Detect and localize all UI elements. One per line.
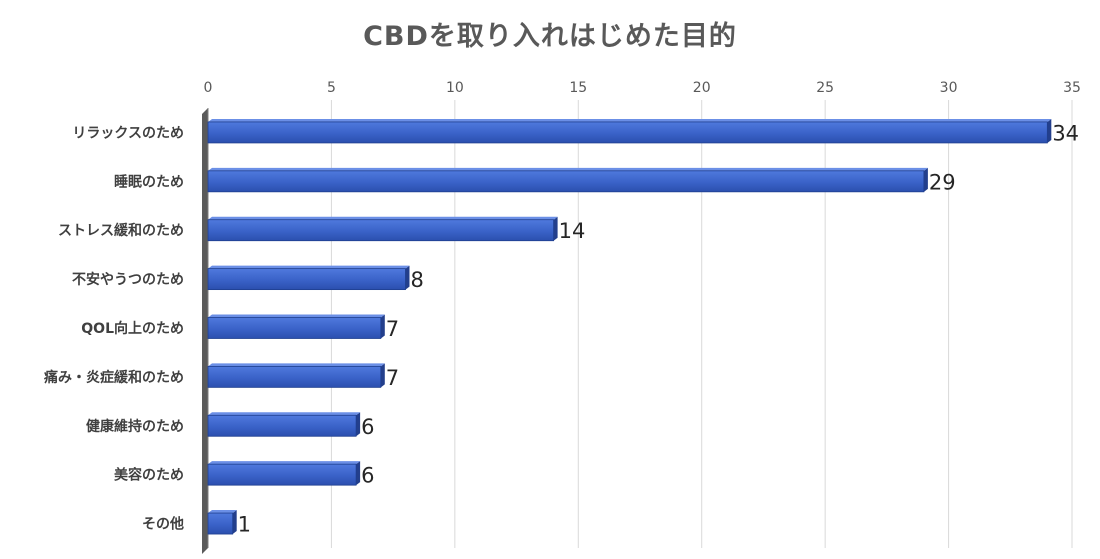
bar-side: [553, 216, 558, 241]
bar: [207, 170, 925, 193]
x-tick-label: 25: [816, 80, 834, 96]
bar-top: [208, 461, 361, 465]
data-label: 8: [410, 268, 423, 292]
bar-group: [207, 461, 361, 486]
data-label: 14: [559, 219, 586, 243]
gridlines: [330, 100, 1073, 548]
data-label: 7: [386, 317, 399, 341]
bar-top: [208, 167, 928, 171]
bar-side: [232, 510, 237, 535]
data-label: 1: [238, 513, 251, 537]
bar-top: [208, 265, 410, 269]
bar-top: [208, 216, 558, 220]
data-label: 34: [1052, 121, 1079, 145]
bar: [207, 365, 382, 388]
bar-side: [356, 461, 361, 486]
bar-side: [380, 314, 385, 339]
data-label: 29: [929, 170, 956, 194]
bar-top: [208, 118, 1052, 122]
bar-group: [207, 412, 361, 437]
category-label: ストレス緩和のため: [58, 222, 184, 239]
bar-group: [207, 216, 558, 242]
data-label: 6: [361, 464, 374, 488]
bar: [207, 268, 406, 291]
category-label: 美容のため: [114, 467, 184, 484]
data-label: 6: [361, 415, 374, 439]
bar-side: [405, 265, 410, 290]
bar-group: [207, 265, 410, 291]
bar: [207, 317, 382, 339]
bar-top: [208, 314, 385, 318]
category-label: リラックスのため: [72, 125, 184, 141]
bar: [207, 463, 357, 486]
bar: [207, 121, 1048, 144]
labels: リラックスのため 34 睡眠のため 29 ストレス緩和のため 14 不安やうつのため 8 QOL…: [43, 121, 1079, 536]
bar-side: [1047, 118, 1052, 143]
x-tick-label: 10: [446, 80, 464, 96]
bar-group: [207, 118, 1052, 144]
bar-top: [208, 363, 385, 367]
category-label: 不安やうつのため: [72, 271, 184, 288]
bar-group: [207, 510, 237, 535]
bar-top: [208, 412, 361, 416]
x-tick-label: 0: [204, 80, 213, 96]
x-tick-label: 15: [569, 80, 587, 96]
x-tick-label: 35: [1063, 80, 1081, 96]
chart-title: CBDを取り入れはじめた目的: [363, 21, 737, 52]
bar-side: [380, 363, 385, 388]
bars: [207, 118, 1052, 535]
bar-side: [356, 412, 361, 437]
bar: [207, 219, 555, 242]
category-label: 痛み・炎症緩和のため: [43, 369, 184, 386]
bar-group: [207, 314, 385, 339]
bar-side: [923, 167, 928, 192]
category-label: その他: [142, 516, 184, 533]
bar: [207, 512, 234, 535]
category-label: QOL向上のため: [81, 320, 184, 337]
category-label: 健康維持のため: [86, 418, 184, 435]
bar-group: [207, 363, 385, 388]
x-tick-label: 5: [327, 80, 336, 96]
data-label: 7: [386, 366, 399, 390]
x-tick-label: 30: [940, 80, 958, 96]
bar-top: [208, 510, 237, 514]
x-tick-label: 20: [693, 80, 711, 96]
category-label: 睡眠のため: [114, 174, 184, 190]
y-axis-wall: [202, 108, 208, 554]
bar: [207, 414, 357, 437]
bar-group: [207, 167, 928, 193]
